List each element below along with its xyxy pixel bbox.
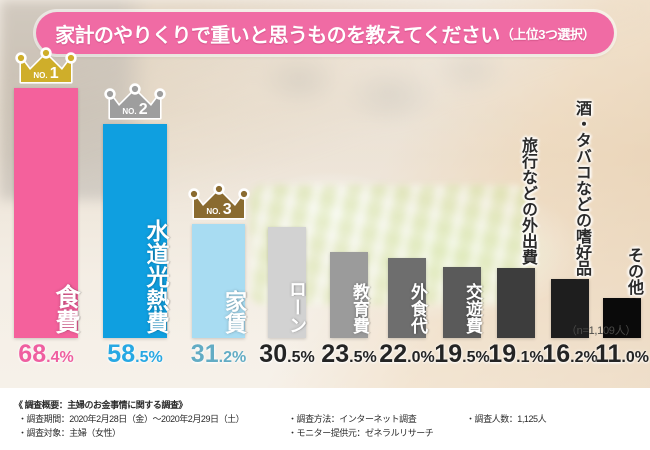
survey-heading: 《 調査概要：主婦のお金事情に関する調査》 [14, 400, 188, 410]
bar-value-label: 23.5% [321, 340, 377, 368]
rank-crown: NO. 1 [15, 46, 77, 91]
bar-value-label: 58.5% [107, 340, 163, 368]
rank-crown: NO. 2 [104, 82, 166, 127]
rank-crown: NO. 3 [187, 182, 250, 227]
footer: 《 調査概要：主婦のお金事情に関する調査》 ・調査期間：2020年2月28日（金… [0, 388, 650, 450]
bar-value-label: 31.2% [190, 340, 247, 368]
bar-rect[interactable]: 交遊費 交遊費 19.5% [434, 266, 490, 368]
bar-category-label: 交遊費 [463, 283, 482, 334]
title-banner: 家計のやりくりで重いと思うものを教えてください （上位3つ選択） [36, 12, 614, 54]
bar-label-shadow: 家賃 [222, 290, 247, 334]
crown-icon: NO. 3 [187, 183, 250, 220]
bar-value-label: 30.5% [259, 340, 315, 368]
bar-chart: 食費 食費 68.4% NO. 1 水道光熱費 水道光熱費 58.5% NO. 2 家賃 家賃 31… [14, 47, 649, 368]
bar-value-label: 22.0% [379, 340, 435, 368]
bar-value-label: 19.1% [488, 340, 544, 368]
survey-period: ・調査期間：2020年2月28日（金）～2020年2月29日（土） [18, 414, 245, 424]
bar-rect[interactable]: 酒・タバコなどの嗜好品 16.2% [542, 100, 597, 368]
bar-label-shadow: 教育費 [350, 283, 369, 334]
crown-rank-label: NO. 1 [33, 65, 58, 82]
bar-category-label: 教育費 [350, 283, 369, 334]
bar-label-shadow: 交遊費 [463, 283, 482, 334]
bar-rect[interactable]: 旅行などの外出費 19.1% [488, 137, 543, 368]
page-title: 家計のやりくりで重いと思うものを教えてください [55, 24, 500, 47]
bar-value-label: 16.2% [542, 340, 598, 368]
bar-rect[interactable]: 外食代 外食代 22.0% [379, 257, 435, 368]
bar-rect[interactable]: その他 11.0% [595, 247, 649, 368]
bar-category-label: 旅行などの外出費 [519, 137, 536, 266]
crown-icon: NO. 1 [15, 47, 77, 84]
crown-icon: NO. 2 [104, 83, 166, 120]
bar-rect[interactable]: 水道光熱費 水道光熱費 58.5% NO. 2 [103, 83, 169, 368]
bar-rect[interactable]: 家賃 家賃 31.2% NO. 3 [187, 183, 250, 368]
title-subnote: （上位3つ選択） [500, 26, 596, 42]
bar-label-shadow: ローン [287, 280, 307, 334]
bar-value-label: 11.0% [594, 340, 650, 368]
bar-value-label: 68.4% [18, 340, 74, 368]
crown-rank-label: NO. 2 [122, 101, 147, 118]
bar-label-shadow: 食費 [52, 284, 80, 334]
bar-label-shadow: 水道光熱費 [143, 219, 169, 334]
survey-method: ・調査方法：インターネット調査 [288, 414, 417, 424]
bar-category-label: ローン [287, 280, 307, 334]
bar-rect[interactable]: 教育費 教育費 23.5% [321, 252, 377, 368]
bar-category-label: その他 [625, 246, 642, 295]
survey-count: ・調査人数：1,125人 [466, 414, 547, 424]
bar-category-label: 家賃 [222, 290, 247, 334]
survey-monitor: ・モニター提供元：ゼネラルリサーチ [288, 428, 434, 438]
bar-label-shadow: 外食代 [408, 283, 427, 334]
bar-category-label: 食費 [52, 284, 80, 334]
sample-size-note: （n=1,109人） [565, 325, 636, 337]
crown-rank-label: NO. 3 [206, 201, 231, 218]
survey-target: ・調査対象：主婦（女性） [18, 428, 121, 438]
bar-rect[interactable]: ローン ローン 30.5% [259, 226, 315, 368]
bar-category-label: 外食代 [408, 283, 427, 334]
bar-value-label: 19.5% [434, 340, 490, 368]
bar-rect[interactable]: 食費 食費 68.4% NO. 1 [14, 47, 80, 368]
bar-category-label: 水道光熱費 [143, 219, 169, 334]
bar-category-label: 酒・タバコなどの嗜好品 [573, 99, 590, 276]
